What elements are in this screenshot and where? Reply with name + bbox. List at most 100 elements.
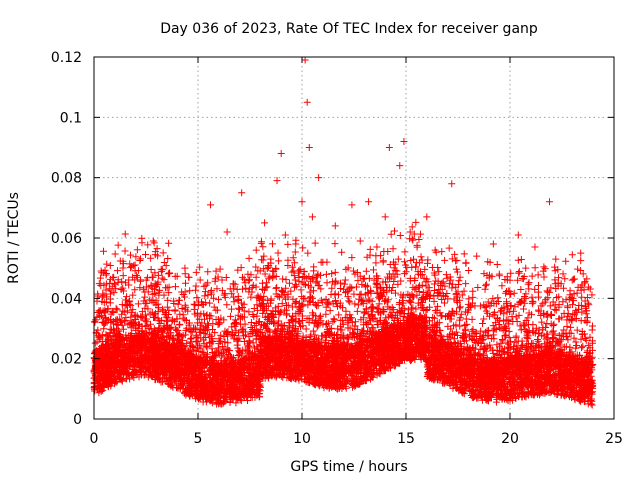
noise-point <box>204 268 212 276</box>
noise-point <box>397 277 405 285</box>
noise-point <box>460 287 468 295</box>
noise-point <box>394 280 402 288</box>
noise-point <box>409 236 417 244</box>
noise-point <box>462 259 470 267</box>
noise-point <box>201 292 209 300</box>
noise-point <box>496 308 504 316</box>
noise-point <box>482 280 490 288</box>
noise-point <box>498 282 506 290</box>
noise-point <box>165 239 173 247</box>
noise-point <box>171 283 179 291</box>
noise-point <box>160 258 168 266</box>
noise-point <box>578 344 586 352</box>
noise-point <box>278 300 286 308</box>
noise-point <box>522 264 530 272</box>
noise-point <box>469 287 477 295</box>
noise-point <box>562 257 570 265</box>
noise-point <box>200 329 208 337</box>
noise-point <box>561 275 569 283</box>
noise-point <box>162 262 170 270</box>
noise-point <box>559 270 567 278</box>
noise-point <box>284 262 292 270</box>
noise-point <box>245 276 253 284</box>
noise-point <box>229 293 237 301</box>
noise-point <box>529 298 537 306</box>
noise-point <box>251 322 259 330</box>
noise-point <box>210 303 218 311</box>
noise-point <box>233 341 241 349</box>
noise-point <box>481 328 489 336</box>
noise-point <box>494 294 502 302</box>
noise-point <box>478 319 486 327</box>
noise-point <box>586 333 594 341</box>
noise-point <box>538 318 546 326</box>
noise-point <box>313 277 321 285</box>
noise-point <box>514 276 522 284</box>
noise-point <box>589 322 597 330</box>
noise-point <box>362 305 370 313</box>
noise-point <box>348 254 356 262</box>
noise-point <box>344 324 352 332</box>
noise-point <box>482 282 490 290</box>
noise-point <box>417 253 425 261</box>
noise-point <box>573 326 581 334</box>
noise-point <box>514 256 522 264</box>
noise-point <box>425 284 433 292</box>
noise-point <box>254 306 262 314</box>
noise-point <box>328 284 336 292</box>
noise-point <box>91 339 99 347</box>
noise-point <box>400 258 408 266</box>
noise-point <box>228 290 236 298</box>
noise-point <box>531 264 539 272</box>
noise-point <box>525 285 533 293</box>
noise-point <box>206 299 214 307</box>
data-points <box>90 56 597 409</box>
noise-point <box>326 307 334 315</box>
noise-point <box>192 268 200 276</box>
noise-point <box>137 255 145 263</box>
noise-point <box>394 255 402 263</box>
noise-point <box>307 283 315 291</box>
noise-point <box>274 249 282 257</box>
noise-point <box>235 305 243 313</box>
chart-title: Day 036 of 2023, Rate Of TEC Index for r… <box>160 21 538 37</box>
noise-point <box>309 274 317 282</box>
noise-point <box>275 257 283 265</box>
noise-point <box>435 268 443 276</box>
noise-point <box>351 300 359 308</box>
noise-point <box>413 241 421 249</box>
noise-point <box>362 267 370 275</box>
noise-point <box>222 274 230 282</box>
noise-point <box>564 302 572 310</box>
noise-point <box>258 238 266 246</box>
noise-point <box>572 315 580 323</box>
noise-point <box>379 258 387 266</box>
noise-point <box>215 296 223 304</box>
noise-point <box>240 275 248 283</box>
noise-point <box>165 283 173 291</box>
noise-point <box>164 314 172 322</box>
noise-point <box>440 299 448 307</box>
noise-point <box>268 240 276 248</box>
noise-point <box>534 330 542 338</box>
noise-point <box>391 289 399 297</box>
noise-point <box>462 280 470 288</box>
noise-point <box>412 218 420 226</box>
noise-point <box>239 304 247 312</box>
noise-point <box>187 334 195 342</box>
noise-point <box>406 235 414 243</box>
noise-point <box>122 314 130 322</box>
noise-point <box>121 230 129 238</box>
noise-point <box>474 284 482 292</box>
noise-point <box>95 280 103 288</box>
noise-point <box>216 265 224 273</box>
noise-point <box>387 230 395 238</box>
noise-point <box>389 245 397 253</box>
noise-point <box>528 293 536 301</box>
noise-point <box>353 307 361 315</box>
noise-point <box>445 280 453 288</box>
noise-point <box>186 287 194 295</box>
noise-point <box>443 274 451 282</box>
noise-point <box>97 267 105 275</box>
